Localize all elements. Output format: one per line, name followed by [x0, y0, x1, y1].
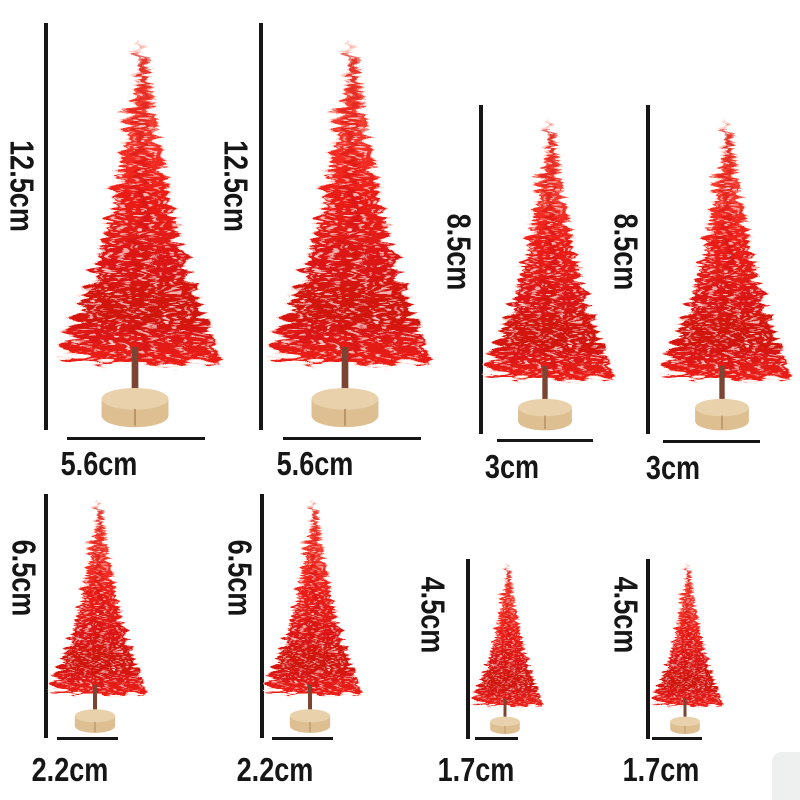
height-measure-line [44, 494, 48, 738]
base-width-label: 3cm [484, 448, 540, 485]
height-measure-line [479, 105, 483, 434]
christmas-tree-image [252, 24, 438, 434]
base-width-label: 5.6cm [276, 445, 354, 482]
base-width-measure-line [272, 737, 333, 740]
height-measure-line [646, 559, 650, 739]
base-width-label: 1.7cm [437, 751, 515, 788]
base-width-measure-line [67, 437, 205, 440]
christmas-tree-image [471, 106, 619, 436]
base-width-measure-line [283, 437, 421, 440]
height-measure-line [260, 494, 264, 738]
height-measure-line [646, 105, 650, 434]
height-measure-line [466, 559, 470, 739]
base-width-label: 2.2cm [236, 751, 314, 788]
height-label: 6.5cm [221, 539, 259, 617]
height-label: 4.5cm [414, 576, 452, 654]
base-width-measure-line [475, 737, 518, 740]
photo-edge-shade [772, 752, 800, 800]
christmas-tree-image [464, 556, 546, 737]
christmas-tree-image [39, 490, 151, 737]
base-width-label: 3cm [645, 449, 701, 486]
base-width-label: 2.2cm [31, 751, 109, 788]
height-label: 8.5cm [607, 213, 645, 291]
height-label: 6.5cm [5, 539, 43, 617]
base-width-measure-line [652, 737, 702, 740]
base-width-label: 5.6cm [60, 445, 138, 482]
christmas-tree-image [644, 556, 726, 737]
base-width-measure-line [663, 440, 760, 443]
christmas-tree-image [648, 106, 796, 436]
christmas-tree-image [42, 24, 228, 434]
height-measure-line [44, 23, 48, 430]
base-width-label: 1.7cm [622, 751, 700, 788]
height-measure-line [259, 23, 263, 430]
height-label: 4.5cm [607, 576, 645, 654]
height-label: 12.5cm [3, 140, 41, 232]
base-width-measure-line [497, 439, 593, 442]
christmas-tree-image [254, 490, 366, 737]
height-label: 12.5cm [217, 140, 255, 232]
base-width-measure-line [57, 737, 118, 740]
